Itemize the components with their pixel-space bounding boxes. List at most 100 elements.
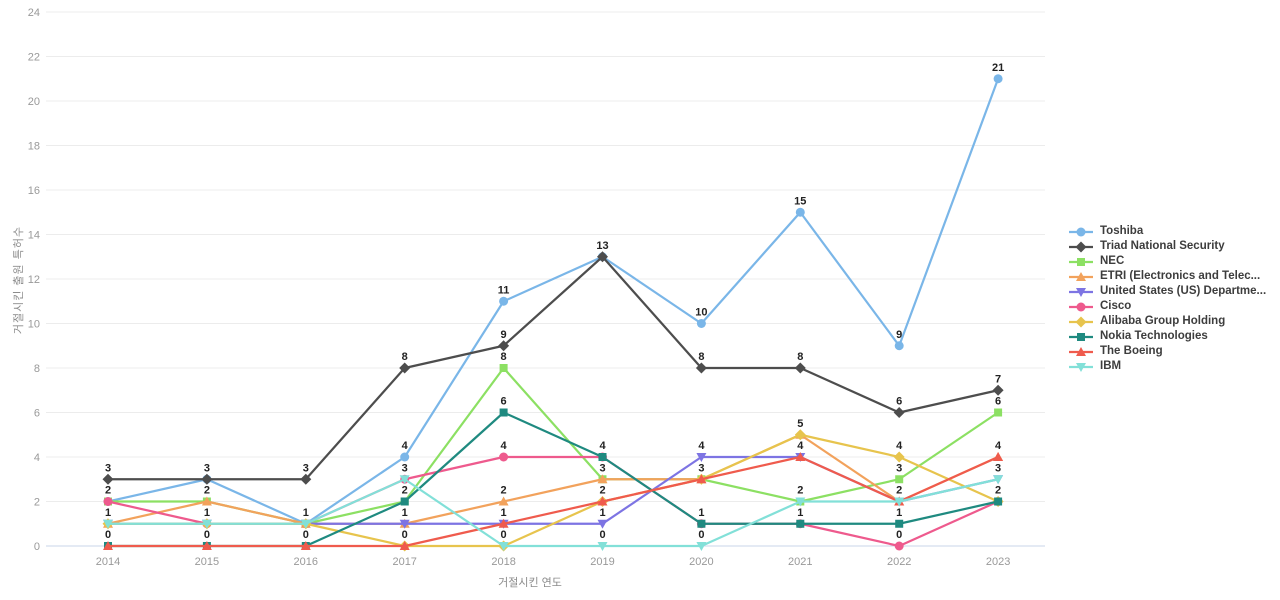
data-point-toshiba[interactable] (795, 207, 805, 217)
legend-item-the-boeing[interactable]: The Boeing (1068, 344, 1266, 359)
data-point-the-boeing[interactable] (597, 496, 608, 506)
y-tick-label: 10 (28, 319, 40, 331)
data-label: 8 (501, 351, 507, 363)
data-point-united-states-us-departme[interactable] (696, 453, 707, 462)
data-label: 13 (596, 240, 608, 252)
data-point-cisco[interactable] (499, 452, 509, 462)
data-point-triad-national-security[interactable] (695, 362, 707, 374)
data-point-the-boeing[interactable] (795, 452, 806, 461)
legend-marker-shape[interactable] (1076, 287, 1086, 297)
legend-item-cisco[interactable]: Cisco (1068, 299, 1266, 314)
data-point-the-boeing[interactable] (103, 541, 113, 550)
legend-marker-shape[interactable] (1076, 302, 1086, 311)
data-point-nec[interactable] (499, 364, 508, 372)
data-point-triad-national-security[interactable] (102, 473, 114, 485)
legend-item-united-states-us-departme[interactable]: United States (US) Departme... (1068, 284, 1266, 299)
legend-marker-shape[interactable] (1075, 241, 1087, 252)
data-point-nokia-technologies[interactable] (400, 497, 409, 506)
data-label: 1 (402, 507, 408, 519)
data-point-cisco[interactable] (894, 541, 904, 551)
data-point-triad-national-security[interactable] (893, 407, 905, 418)
data-point-triad-national-security[interactable] (794, 362, 806, 374)
data-label: 6 (896, 396, 902, 408)
data-point-nokia-technologies[interactable] (598, 453, 607, 461)
data-point-nokia-technologies[interactable] (499, 408, 508, 417)
legend-marker-shape[interactable] (1075, 316, 1087, 327)
data-point-the-boeing[interactable] (201, 541, 212, 550)
data-point-united-states-us-departme[interactable] (597, 519, 608, 529)
data-point-toshiba[interactable] (894, 341, 904, 351)
data-point-the-boeing[interactable] (696, 474, 707, 484)
data-point-toshiba[interactable] (400, 452, 410, 462)
data-point-ibm[interactable] (300, 519, 311, 529)
data-label: 1 (204, 507, 210, 519)
data-point-triad-national-security[interactable] (597, 251, 608, 263)
data-point-alibaba-group-holding[interactable] (893, 451, 905, 463)
data-point-nec[interactable] (895, 475, 904, 484)
legend-marker-shape[interactable] (1076, 362, 1086, 372)
legend-marker-square-icon (1069, 332, 1093, 341)
data-point-triad-national-security[interactable] (399, 362, 411, 374)
legend-item-nec[interactable]: NEC (1068, 254, 1266, 269)
y-tick-label: 20 (28, 96, 40, 108)
legend-marker-diamond-icon (1069, 241, 1093, 252)
data-label: 2 (402, 485, 408, 497)
data-point-the-boeing[interactable] (300, 541, 311, 550)
data-point-toshiba[interactable] (499, 296, 509, 306)
legend-item-triad-national-security[interactable]: Triad National Security (1068, 239, 1266, 254)
data-point-ibm[interactable] (498, 542, 509, 551)
data-point-ibm[interactable] (597, 542, 608, 551)
legend-marker-shape[interactable] (1076, 346, 1086, 356)
data-point-etri-electronics-and-telec[interactable] (201, 496, 212, 506)
legend-marker-shape[interactable] (1076, 227, 1086, 236)
data-label: 9 (896, 329, 902, 341)
data-point-triad-national-security[interactable] (992, 384, 1004, 396)
data-point-etri-electronics-and-telec[interactable] (597, 474, 608, 484)
data-point-toshiba[interactable] (993, 74, 1003, 84)
data-point-the-boeing[interactable] (993, 452, 1004, 461)
legend-marker-shape[interactable] (1077, 257, 1085, 266)
legend: Toshiba Triad National Security NEC ETRI (E… (1068, 224, 1266, 374)
data-point-triad-national-security[interactable] (201, 473, 213, 485)
data-point-nec[interactable] (994, 408, 1003, 417)
data-point-ibm[interactable] (399, 475, 410, 485)
data-label: 3 (105, 462, 111, 474)
data-point-nokia-technologies[interactable] (895, 519, 904, 528)
legend-marker-triangle-down-icon (1069, 362, 1093, 372)
data-point-ibm[interactable] (894, 497, 905, 507)
data-point-the-boeing[interactable] (399, 541, 410, 550)
data-point-the-boeing[interactable] (498, 518, 509, 528)
data-point-ibm[interactable] (795, 497, 806, 507)
legend-marker-shape[interactable] (1077, 332, 1085, 341)
data-point-ibm[interactable] (103, 519, 113, 529)
data-point-triad-national-security[interactable] (300, 473, 312, 485)
data-point-etri-electronics-and-telec[interactable] (498, 496, 509, 506)
data-point-nokia-technologies[interactable] (994, 497, 1003, 506)
data-point-triad-national-security[interactable] (498, 340, 510, 352)
y-tick-label: 22 (28, 52, 40, 64)
data-point-toshiba[interactable] (696, 319, 706, 328)
data-point-ibm[interactable] (993, 475, 1004, 485)
legend-item-etri-electronics-and-telec[interactable]: ETRI (Electronics and Telec... (1068, 269, 1266, 284)
data-label: 2 (501, 485, 507, 497)
data-point-nokia-technologies[interactable] (796, 519, 805, 528)
legend-item-ibm[interactable]: IBM (1068, 359, 1266, 374)
data-point-alibaba-group-holding[interactable] (794, 429, 806, 441)
data-point-ibm[interactable] (201, 519, 212, 529)
y-tick-label: 18 (28, 141, 40, 153)
legend-item-alibaba-group-holding[interactable]: Alibaba Group Holding (1068, 314, 1266, 329)
series-ibm (103, 475, 1004, 551)
legend-item-toshiba[interactable]: Toshiba (1068, 224, 1266, 239)
data-label: 4 (599, 440, 606, 452)
data-point-cisco[interactable] (103, 497, 113, 506)
data-point-nokia-technologies[interactable] (697, 519, 706, 528)
data-label: 1 (698, 507, 704, 519)
data-point-ibm[interactable] (696, 542, 707, 551)
data-label: 4 (896, 440, 903, 452)
data-point-united-states-us-departme[interactable] (399, 519, 410, 529)
legend-item-nokia-technologies[interactable]: Nokia Technologies (1068, 329, 1266, 344)
legend-marker-shape[interactable] (1076, 271, 1086, 281)
x-tick-label: 2020 (689, 556, 713, 568)
